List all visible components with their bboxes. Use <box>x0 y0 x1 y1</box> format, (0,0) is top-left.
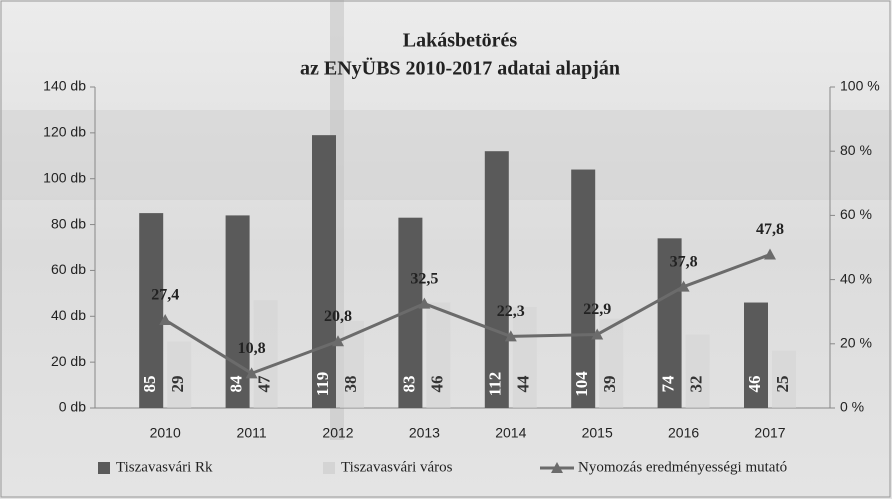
line-marker <box>332 335 344 347</box>
y2-tick-label: 100 % <box>840 78 880 94</box>
bar-value-label: 39 <box>600 376 619 393</box>
y-tick-label: 60 db <box>51 261 86 277</box>
chart-subtitle: az ENyÜBS 2010-2017 adatai alapján <box>300 57 620 80</box>
bar <box>139 213 164 408</box>
x-tick-label: 2017 <box>754 425 785 441</box>
bar <box>225 215 250 408</box>
bar <box>772 350 796 408</box>
bar-value-label: 25 <box>773 376 792 393</box>
legend-swatch <box>98 462 110 474</box>
bar-value-label: 38 <box>341 376 360 393</box>
background-building <box>0 110 892 200</box>
bar-value-label: 44 <box>514 375 533 393</box>
legend-label: Tiszavasvári város <box>341 459 453 475</box>
y-tick-label: 120 db <box>43 124 86 140</box>
bar-value-label: 83 <box>399 376 418 393</box>
line-value-label: 20,8 <box>324 308 352 325</box>
bar-value-label: 46 <box>745 376 764 393</box>
bar-value-label: 29 <box>168 376 187 393</box>
y2-tick-label: 40 % <box>840 270 872 286</box>
bar <box>312 135 336 408</box>
bar-value-label: 46 <box>427 376 446 393</box>
bar-value-label: 84 <box>227 375 246 393</box>
bar-value-label: 119 <box>313 372 332 397</box>
line-marker <box>418 297 431 309</box>
bar <box>599 318 624 408</box>
bar-value-label: 85 <box>140 376 159 393</box>
x-tick-label: 2010 <box>150 425 181 441</box>
line-value-label: 10,8 <box>238 340 266 357</box>
line-marker <box>159 314 172 326</box>
legend-label: Nyomozás eredményességi mutató <box>578 459 787 475</box>
legend-label: Tiszavasvári Rk <box>116 459 213 475</box>
bar-value-label: 112 <box>486 372 505 397</box>
bar-value-label: 74 <box>659 375 678 393</box>
line-marker <box>677 280 690 292</box>
y-tick-label: 140 db <box>43 78 86 94</box>
x-tick-label: 2013 <box>409 425 440 441</box>
y-tick-label: 0 db <box>59 399 86 415</box>
line-value-label: 32,5 <box>410 270 438 287</box>
x-tick-label: 2015 <box>582 425 613 441</box>
y2-tick-label: 20 % <box>840 335 872 351</box>
y-tick-label: 100 db <box>43 169 86 185</box>
bar <box>744 302 768 408</box>
chart-title: Lakásbetörés <box>403 30 518 52</box>
y2-tick-label: 80 % <box>840 142 872 158</box>
line-value-label: 22,9 <box>583 301 611 318</box>
x-tick-label: 2011 <box>237 425 267 441</box>
bar <box>484 151 509 408</box>
legend-swatch <box>323 462 335 474</box>
bar <box>253 300 278 408</box>
bar <box>426 302 451 408</box>
bar <box>657 238 682 408</box>
line-marker <box>245 367 258 379</box>
bar <box>167 341 192 408</box>
bar <box>685 334 710 408</box>
line-marker <box>504 330 517 342</box>
x-tick-label: 2012 <box>322 425 353 441</box>
bar-value-label: 47 <box>255 375 274 393</box>
x-tick-label: 2016 <box>668 425 699 441</box>
line-value-label: 47,8 <box>756 221 784 238</box>
x-tick-label: 2014 <box>495 425 526 441</box>
y2-tick-label: 60 % <box>840 206 872 222</box>
bar <box>571 169 596 408</box>
line-marker <box>764 248 776 260</box>
bar <box>512 307 537 408</box>
line-value-label: 27,4 <box>151 287 179 304</box>
line-value-label: 37,8 <box>670 253 698 270</box>
legend-marker <box>551 462 563 473</box>
line-value-label: 22,3 <box>497 303 525 320</box>
line-marker <box>591 328 604 340</box>
y-tick-label: 80 db <box>51 215 86 231</box>
y-tick-label: 40 db <box>51 307 86 323</box>
line <box>164 253 771 375</box>
y-tick-label: 20 db <box>51 353 86 369</box>
bar-value-label: 104 <box>572 371 591 397</box>
y2-tick-label: 0 % <box>840 399 864 415</box>
bar-value-label: 32 <box>687 376 706 393</box>
